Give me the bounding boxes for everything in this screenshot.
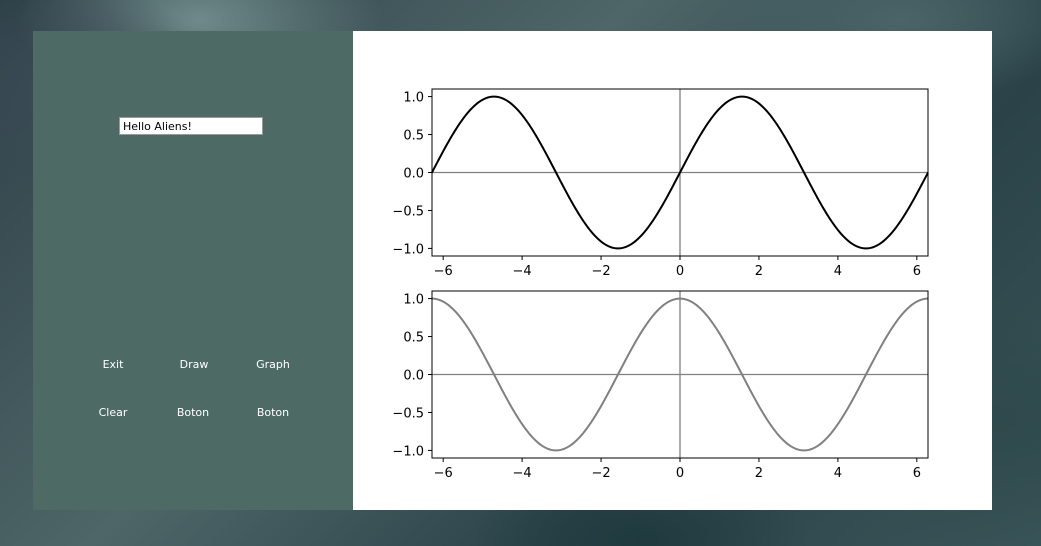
draw-button[interactable]: Draw [159,354,229,376]
x-tick-label: −4 [513,466,532,481]
x-tick-label: 6 [913,264,921,279]
x-tick-label: −6 [434,264,453,279]
graph-button[interactable]: Graph [238,354,308,376]
text-input[interactable] [119,117,263,135]
boton-button-1[interactable]: Boton [158,402,228,424]
x-tick-label: 0 [676,466,684,481]
y-tick-label: 1.0 [403,91,424,106]
y-tick-label: −1.0 [392,242,424,257]
y-tick-label: −1.0 [392,444,424,459]
y-tick-label: −0.5 [392,204,424,219]
x-tick-label: 2 [755,264,763,279]
x-tick-label: 2 [755,466,763,481]
series-line-sinx [431,95,929,250]
x-tick-label: 0 [676,264,684,279]
boton-button-2[interactable]: Boton [238,402,308,424]
plot-figure: −6 −4 −2 0 2 4 6 1.0 0.5 0.0 −0.5 −1.0 −6 −4 −2 0 2 4 6 1.0… [392,88,929,481]
exit-button[interactable]: Exit [78,354,148,376]
control-panel: Exit Draw Graph Clear Boton Boton [33,31,353,510]
y-tick-label: 0.0 [403,369,424,384]
y-tick-label: −0.5 [392,406,424,421]
plot-axes-2: −6 −4 −2 0 2 4 6 1.0 0.5 0.0 −0.5 −1.0 [392,290,929,481]
y-tick-label: 0.5 [403,331,424,346]
x-tick-label: −2 [591,466,610,481]
y-tick-label: 0.0 [403,167,424,182]
x-tick-label: −2 [591,264,610,279]
plot-axes-1: −6 −4 −2 0 2 4 6 1.0 0.5 0.0 −0.5 −1.0 [392,88,929,279]
x-tick-label: −6 [434,466,453,481]
x-tick-label: 4 [834,264,842,279]
clear-button[interactable]: Clear [78,402,148,424]
x-tick-label: 6 [913,466,921,481]
plot-canvas: −6 −4 −2 0 2 4 6 1.0 0.5 0.0 −0.5 −1.0 −6 −4 −2 0 2 4 6 1.0… [353,31,992,510]
series-line-cosx [431,297,929,452]
x-tick-label: 4 [834,466,842,481]
y-tick-label: 0.5 [403,129,424,144]
x-tick-label: −4 [513,264,532,279]
y-tick-label: 1.0 [403,293,424,308]
